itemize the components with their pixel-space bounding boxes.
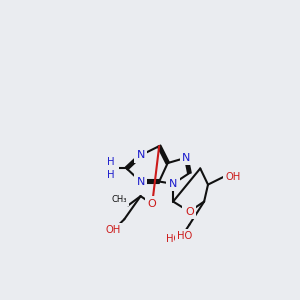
Text: O: O	[185, 207, 194, 217]
Text: N: N	[169, 179, 177, 189]
Text: H: H	[106, 170, 114, 180]
Text: N: N	[136, 176, 145, 187]
Text: N: N	[182, 153, 190, 163]
Text: N: N	[109, 164, 117, 173]
Text: HO: HO	[177, 231, 192, 241]
Text: H: H	[106, 157, 114, 166]
Text: N: N	[136, 150, 145, 160]
Text: OH: OH	[106, 225, 121, 235]
Text: OH: OH	[225, 172, 240, 182]
Text: HO: HO	[166, 233, 181, 244]
Text: O: O	[148, 199, 157, 209]
Text: CH₃: CH₃	[111, 195, 127, 204]
